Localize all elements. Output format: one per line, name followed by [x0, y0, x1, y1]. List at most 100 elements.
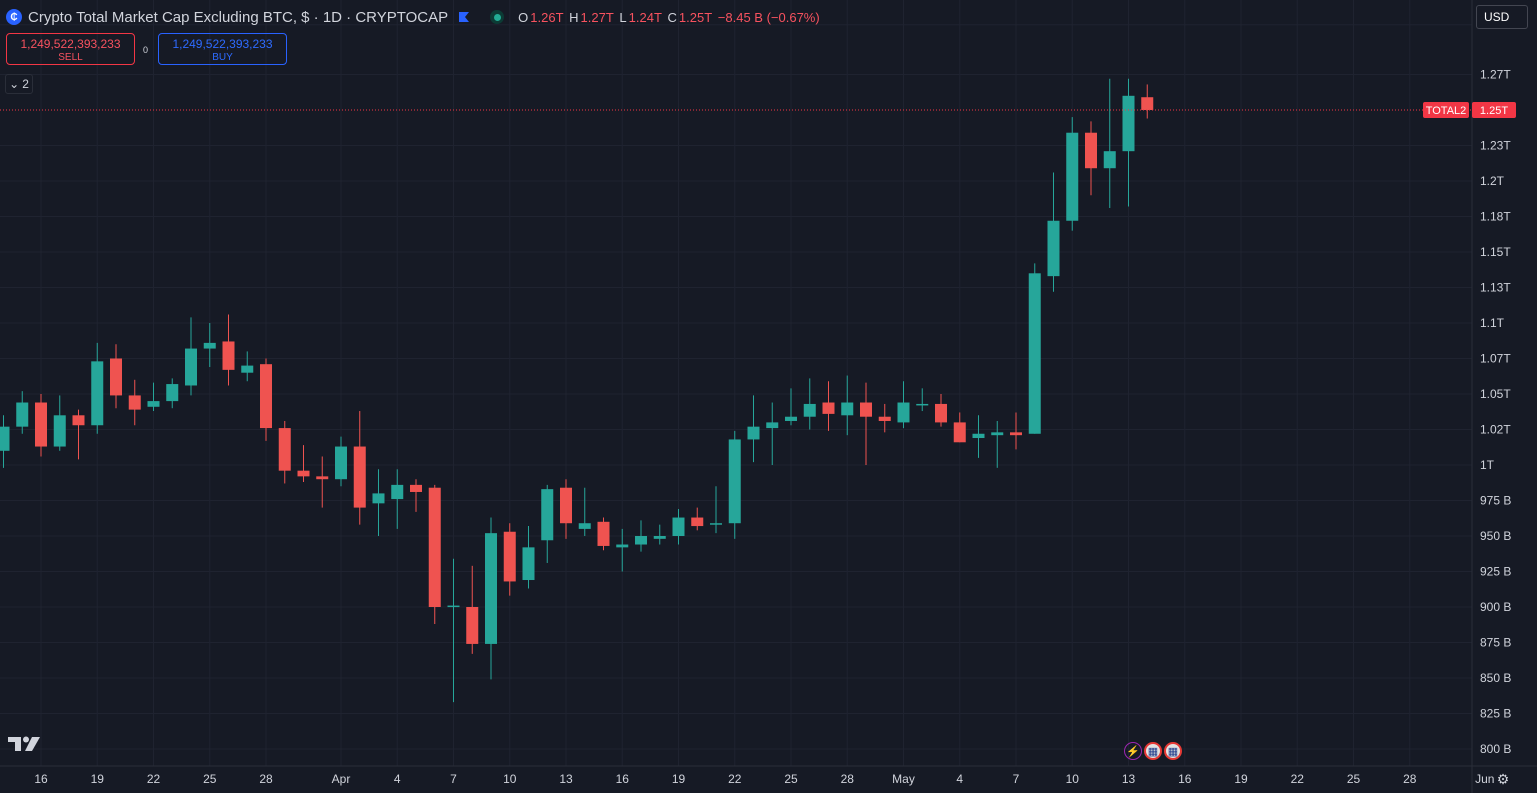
candle	[860, 382, 872, 465]
high-value: 1.27T	[580, 9, 614, 25]
x-tick-label: 4	[956, 772, 963, 786]
candle-body	[710, 523, 722, 525]
candle-body	[222, 341, 235, 370]
candle	[147, 382, 160, 412]
candle-body	[278, 428, 291, 471]
candle-body	[691, 517, 704, 527]
indicators-count: 2	[22, 77, 29, 91]
buy-button[interactable]: 1,249,522,393,233 BUY	[158, 33, 287, 65]
candle	[822, 381, 835, 431]
candle	[803, 378, 816, 430]
y-tick-label: 800 B	[1480, 742, 1511, 756]
market-status-icon[interactable]	[490, 10, 505, 24]
x-tick-label: 28	[259, 772, 273, 786]
candle-body	[916, 403, 929, 406]
x-tick-label: 28	[1403, 772, 1417, 786]
candle	[916, 388, 929, 412]
currency-button[interactable]: USD	[1476, 5, 1528, 29]
candle-body	[166, 384, 179, 402]
candle	[991, 420, 1004, 468]
candle-body	[935, 403, 947, 423]
x-tick-label: 10	[1066, 772, 1080, 786]
candle	[185, 317, 197, 396]
candle-body	[203, 342, 216, 349]
candle-body	[428, 487, 441, 607]
high-key: H	[569, 9, 579, 25]
candle-body	[185, 348, 197, 386]
candle	[1141, 84, 1154, 119]
x-tick-label: 13	[559, 772, 573, 786]
x-tick-label: 22	[1291, 772, 1305, 786]
y-tick-label: 1.18T	[1480, 210, 1511, 224]
candle	[897, 381, 910, 429]
candle-body	[953, 422, 966, 443]
x-tick-label: 7	[1013, 772, 1020, 786]
candle	[1010, 412, 1022, 450]
y-tick-label: 900 B	[1480, 600, 1511, 614]
blue-flag-icon[interactable]	[458, 11, 470, 23]
x-tick-label: 10	[503, 772, 517, 786]
candle-body	[503, 531, 516, 582]
candle	[72, 409, 85, 460]
candle-body	[147, 401, 160, 407]
candle	[410, 479, 422, 512]
x-tick-label: Apr	[332, 772, 351, 786]
chart-legend: ₵ Crypto Total Market Cap Excluding BTC,…	[6, 6, 822, 28]
symbol-title[interactable]: Crypto Total Market Cap Excluding BTC, $…	[28, 8, 449, 26]
candle-body	[897, 402, 910, 423]
candle	[372, 469, 385, 536]
candle-body	[466, 607, 479, 644]
y-tick-label: 875 B	[1480, 636, 1511, 650]
settings-gear-icon[interactable]: ⚙	[1496, 770, 1510, 787]
tradingview-logo[interactable]	[8, 735, 42, 753]
candle-body	[16, 402, 29, 427]
candle-body	[241, 365, 254, 373]
candle-body	[541, 489, 554, 541]
candle-body	[35, 402, 47, 447]
events-markers: ⚡ ▦ ▦	[1124, 742, 1182, 760]
x-tick-label: 19	[672, 772, 686, 786]
candle	[522, 526, 535, 589]
crypto-cap-icon: ₵	[6, 9, 22, 25]
candle	[972, 415, 985, 458]
y-tick-label: 1.15T	[1480, 245, 1511, 259]
y-tick-label: 1.02T	[1480, 423, 1511, 437]
candle-body	[72, 415, 85, 426]
us-flag-event-icon[interactable]: ▦	[1164, 742, 1182, 760]
candle	[16, 391, 29, 434]
candle-body	[747, 426, 760, 440]
indicators-toggle-button[interactable]: ⌄ 2	[5, 74, 33, 94]
candle-body	[560, 487, 572, 524]
candle-body	[1122, 95, 1135, 152]
us-flag-event-icon[interactable]: ▦	[1144, 742, 1162, 760]
candle-body	[878, 416, 891, 421]
candle	[841, 375, 854, 436]
low-value: 1.24T	[628, 9, 662, 25]
x-tick-label: 7	[450, 772, 457, 786]
time-axis[interactable]: 16 19 22 25 28 Apr 4 7 10 13 16 19 22 25 28 May 4 7 10 13 16…	[34, 772, 1494, 786]
sell-button[interactable]: 1,249,522,393,233 SELL	[6, 33, 135, 65]
candle-body	[1028, 273, 1041, 434]
ohlc-values: O 1.26T H 1.27T L 1.24T C 1.25T −8.45 B (−0.…	[518, 10, 822, 25]
x-tick-label: Jun	[1475, 772, 1494, 786]
symbol-tag-label: TOTAL2	[1426, 105, 1467, 117]
lightning-event-icon[interactable]: ⚡	[1124, 742, 1142, 760]
y-tick-label: 975 B	[1480, 494, 1511, 508]
candle	[391, 469, 404, 529]
candle	[166, 378, 179, 409]
candle-body	[297, 470, 310, 477]
candle	[1047, 172, 1060, 292]
candle-body	[785, 416, 797, 421]
y-tick-label: 1.1T	[1480, 316, 1505, 330]
candle-body	[372, 493, 385, 504]
candle-body	[110, 358, 122, 396]
x-tick-label: 22	[147, 772, 161, 786]
candle	[503, 523, 516, 596]
x-tick-label: 22	[728, 772, 742, 786]
candle	[0, 415, 10, 468]
candle	[297, 445, 310, 483]
y-tick-label: 925 B	[1480, 565, 1511, 579]
candle	[260, 358, 272, 441]
